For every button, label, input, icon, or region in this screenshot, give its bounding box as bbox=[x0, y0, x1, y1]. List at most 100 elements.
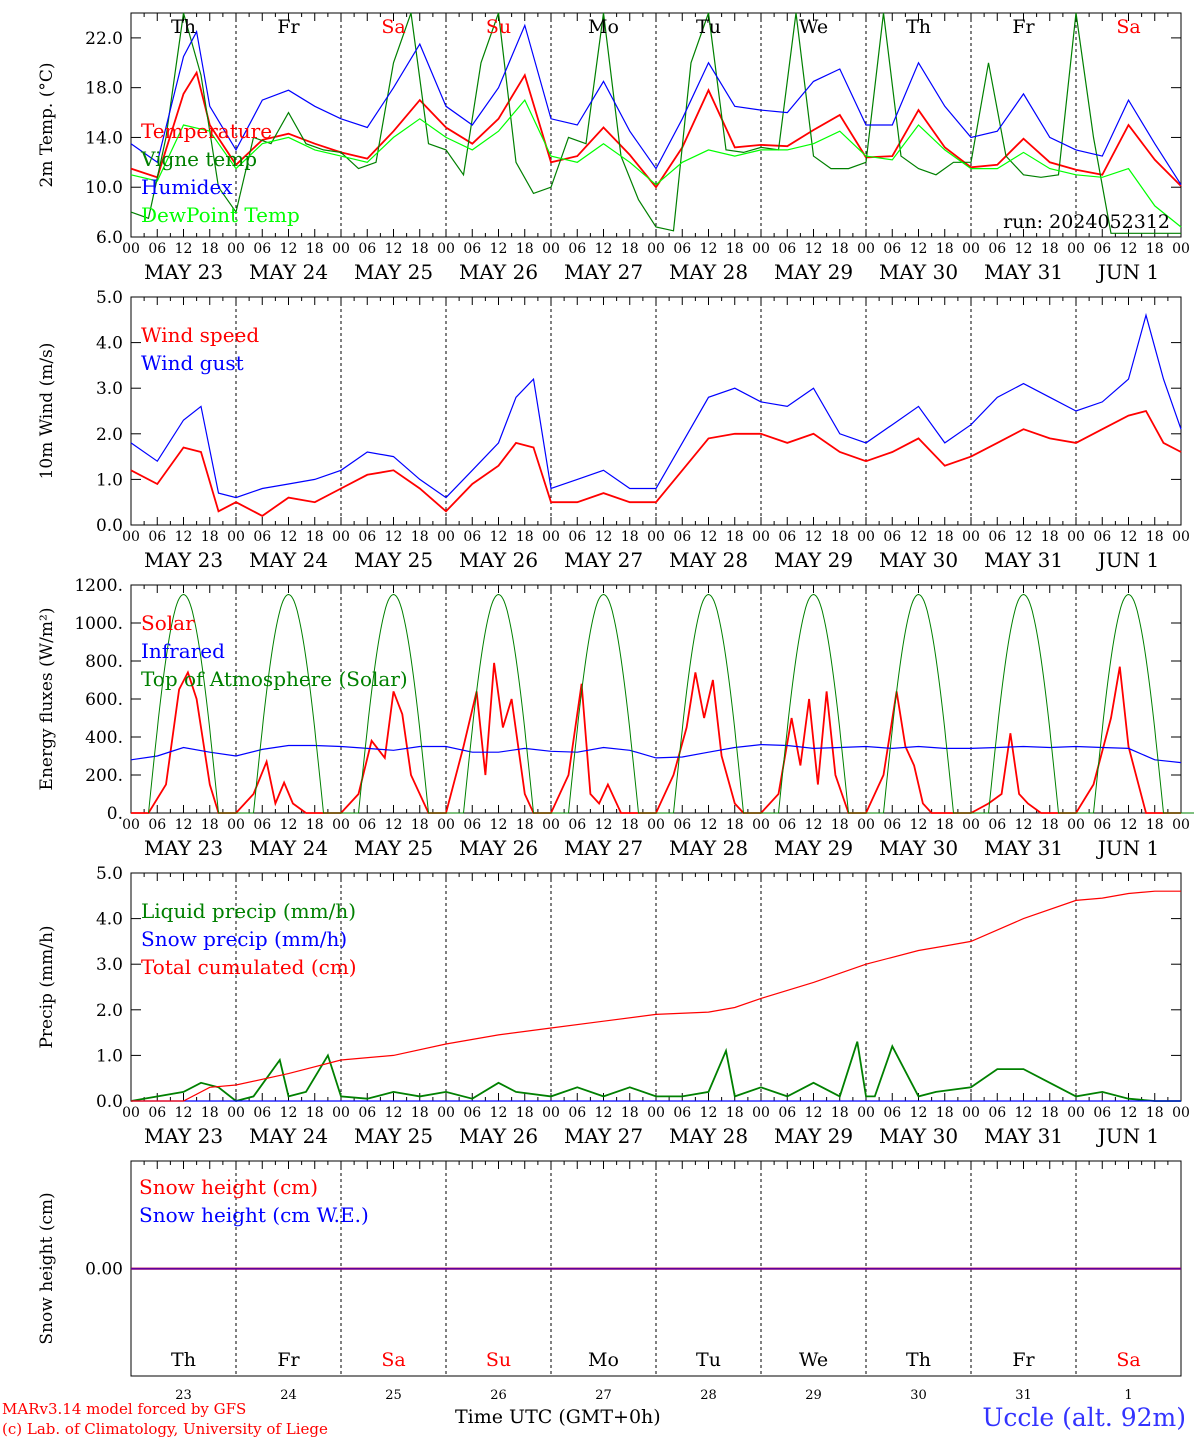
x-date-label: MAY 30 bbox=[879, 260, 958, 284]
x-hour-label: 12 bbox=[1015, 817, 1033, 833]
x-hour-label: 06 bbox=[253, 241, 271, 257]
x-hour-label: 12 bbox=[1015, 241, 1033, 257]
y-tick-label: 400. bbox=[85, 728, 123, 748]
weekday-label-top: Mo bbox=[588, 16, 619, 38]
weekday-label-bottom: We bbox=[799, 1349, 828, 1371]
x-hour-label: 06 bbox=[253, 1105, 271, 1121]
legend-entry: Humidex bbox=[141, 175, 233, 199]
x-date-label: MAY 31 bbox=[984, 836, 1063, 860]
x-hour-label: 00 bbox=[332, 817, 350, 833]
x-hour-label: 18 bbox=[621, 529, 639, 545]
y-tick-label: 4.0 bbox=[96, 910, 123, 930]
day-number-label: 30 bbox=[910, 1388, 927, 1403]
x-date-label: MAY 26 bbox=[459, 260, 538, 284]
day-number-label: 28 bbox=[700, 1388, 717, 1403]
x-hour-label: 18 bbox=[516, 529, 534, 545]
y-tick-label: 1200. bbox=[74, 576, 123, 596]
x-hour-label: 12 bbox=[910, 1105, 928, 1121]
x-hour-label: 06 bbox=[988, 529, 1006, 545]
x-hour-label: 12 bbox=[175, 817, 193, 833]
weekday-label-top: Tu bbox=[696, 16, 721, 38]
x-hour-label: 00 bbox=[1067, 241, 1085, 257]
y-tick-label: 1000. bbox=[74, 614, 123, 634]
series-line-wind-gust bbox=[130, 312, 1182, 499]
y-tick-label: 6.0 bbox=[96, 228, 123, 248]
x-date-label: MAY 25 bbox=[354, 836, 433, 860]
x-date-label: JUN 1 bbox=[1096, 548, 1159, 572]
x-hour-label: 00 bbox=[227, 529, 245, 545]
x-hour-label: 00 bbox=[1067, 817, 1085, 833]
y-tick-label: 0.0 bbox=[96, 516, 123, 536]
x-hour-label: 18 bbox=[621, 817, 639, 833]
x-hour-label: 18 bbox=[1146, 241, 1164, 257]
legend-entry: Top of Atmosphere (Solar) bbox=[141, 667, 408, 691]
x-hour-label: 00 bbox=[647, 529, 665, 545]
y-tick-label: 4.0 bbox=[96, 334, 123, 354]
legend-entry: DewPoint Temp bbox=[141, 203, 300, 227]
y-tick-label: 200. bbox=[85, 766, 123, 786]
x-hour-label: 12 bbox=[490, 529, 508, 545]
x-date-label: MAY 31 bbox=[984, 260, 1063, 284]
x-hour-label: 12 bbox=[910, 817, 928, 833]
x-date-label: MAY 31 bbox=[984, 548, 1063, 572]
x-hour-label: 18 bbox=[1146, 817, 1164, 833]
x-hour-label: 00 bbox=[1067, 1105, 1085, 1121]
y-tick-label: 0.00 bbox=[85, 1260, 123, 1280]
x-hour-label: 00 bbox=[752, 529, 770, 545]
x-hour-label: 12 bbox=[700, 529, 718, 545]
x-date-label: MAY 26 bbox=[459, 1124, 538, 1148]
x-hour-label: 18 bbox=[411, 1105, 429, 1121]
x-hour-label: 12 bbox=[1120, 529, 1138, 545]
x-date-label: MAY 27 bbox=[564, 548, 643, 572]
y-tick-label: 1.0 bbox=[96, 470, 123, 490]
x-hour-label: 12 bbox=[490, 241, 508, 257]
x-hour-label: 00 bbox=[542, 817, 560, 833]
x-hour-label: 00 bbox=[542, 241, 560, 257]
x-date-label: MAY 26 bbox=[459, 836, 538, 860]
x-hour-label: 12 bbox=[280, 241, 298, 257]
weekday-label-bottom: Mo bbox=[588, 1349, 619, 1371]
x-hour-label: 00 bbox=[752, 1105, 770, 1121]
weekday-label-top: Fr bbox=[1012, 16, 1035, 38]
x-hour-label: 12 bbox=[805, 1105, 823, 1121]
x-hour-label: 18 bbox=[621, 241, 639, 257]
x-hour-label: 18 bbox=[1041, 817, 1059, 833]
x-hour-label: 00 bbox=[437, 817, 455, 833]
x-date-label: MAY 29 bbox=[774, 1124, 853, 1148]
y-tick-label: 5.0 bbox=[96, 288, 123, 308]
x-hour-label: 12 bbox=[280, 1105, 298, 1121]
x-hour-label: 12 bbox=[490, 1105, 508, 1121]
x-hour-label: 12 bbox=[1120, 1105, 1138, 1121]
x-hour-label: 00 bbox=[437, 529, 455, 545]
day-number-label: 29 bbox=[805, 1388, 822, 1403]
x-date-label: JUN 1 bbox=[1096, 1124, 1159, 1148]
x-date-label: MAY 23 bbox=[144, 548, 223, 572]
x-hour-label: 18 bbox=[1041, 529, 1059, 545]
legend-entry: Total cumulated (cm) bbox=[141, 955, 357, 979]
x-hour-label: 12 bbox=[280, 529, 298, 545]
x-date-label: MAY 26 bbox=[459, 548, 538, 572]
x-hour-label: 18 bbox=[831, 817, 849, 833]
x-date-label: MAY 24 bbox=[249, 260, 328, 284]
panel-precip bbox=[130, 872, 1182, 1102]
y-tick-label: 600. bbox=[85, 690, 123, 710]
x-hour-label: 12 bbox=[595, 817, 613, 833]
x-hour-label: 00 bbox=[332, 1105, 350, 1121]
x-hour-label: 12 bbox=[175, 241, 193, 257]
x-hour-label: 00 bbox=[542, 529, 560, 545]
x-hour-label: 06 bbox=[883, 241, 901, 257]
x-hour-label: 00 bbox=[1172, 529, 1190, 545]
x-hour-label: 18 bbox=[1146, 529, 1164, 545]
legend-entry: Snow height (cm) bbox=[139, 1175, 318, 1199]
series-line-wind-speed bbox=[130, 409, 1182, 517]
x-hour-label: 12 bbox=[910, 529, 928, 545]
x-date-label: MAY 25 bbox=[354, 260, 433, 284]
x-hour-label: 06 bbox=[463, 529, 481, 545]
x-hour-label: 00 bbox=[962, 1105, 980, 1121]
legend-entry: Wind speed bbox=[141, 323, 259, 347]
x-hour-label: 06 bbox=[778, 1105, 796, 1121]
x-hour-label: 18 bbox=[516, 1105, 534, 1121]
legend-entry: Temperature bbox=[141, 119, 272, 143]
x-hour-label: 18 bbox=[201, 241, 219, 257]
x-hour-label: 06 bbox=[148, 817, 166, 833]
